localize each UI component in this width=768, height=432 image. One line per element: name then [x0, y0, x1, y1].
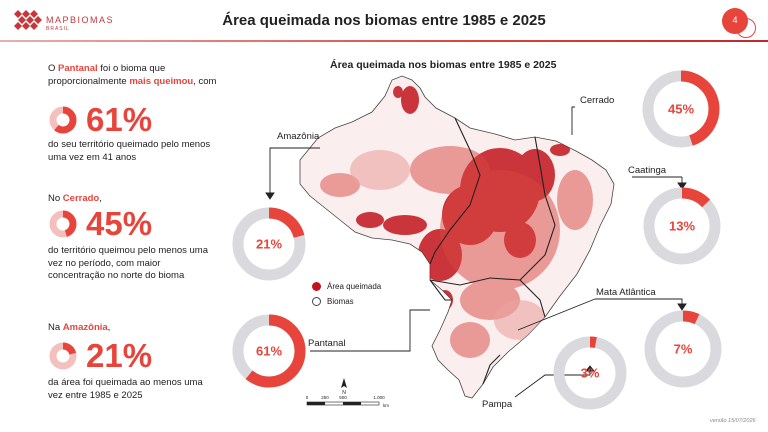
cerrado-intro-post: ,	[99, 193, 102, 204]
header-bar: MAPBIOMAS BRASIL Área queimada nos bioma…	[0, 0, 768, 44]
biome-label-cerrado: Cerrado	[580, 95, 615, 106]
amazonia-intro-pre: Na	[48, 322, 63, 333]
cerrado-biome-name: Cerrado	[62, 193, 100, 204]
map-legend: Área queimada Biomas	[312, 279, 381, 309]
pantanal-intro-post: , com	[193, 75, 217, 87]
cerrado-intro-pre: No	[48, 193, 63, 204]
donut-value-pantanal: 61%	[256, 344, 282, 359]
pantanal-stat: 61%	[48, 103, 152, 136]
biome-donuts: 21% 45% 13% 7% 61% 3%	[232, 70, 722, 410]
cerrado-stat: 45%	[48, 207, 152, 240]
burned-area-layer	[320, 86, 593, 358]
biome-label-pampa: Pampa	[482, 399, 513, 410]
logo-subtext: BRASIL	[46, 26, 70, 32]
amazonia-stat: 21%	[48, 339, 152, 372]
amazonia-desc: da área foi queimada ao menos uma vez en…	[48, 377, 203, 401]
cerrado-desc: do território queimou pelo menos uma vez…	[48, 245, 209, 281]
legend-biomes-label: Biomas	[327, 297, 354, 306]
donut-arc-mata-atlantica	[644, 310, 722, 388]
north-label: N	[342, 390, 346, 396]
cerrado-intro: No Cerrado,	[48, 193, 218, 206]
amazonia-intro-post: ,	[107, 322, 111, 333]
cerrado-stat-value: 45%	[86, 205, 153, 242]
scale-label-250: 250	[321, 395, 329, 400]
donut-value-mata-atlantica: 7%	[674, 342, 693, 357]
pantanal-intro: O Pantanal foi o bioma que proporcionalm…	[48, 63, 218, 88]
amazonia-biome-name: Amazônia	[62, 322, 108, 333]
donut-value-amazonia: 21%	[256, 237, 282, 252]
biome-label-mata-atlantica: Mata Atlântica	[596, 287, 656, 298]
north-arrow-icon	[341, 378, 347, 388]
legend-burned-label: Área queimada	[327, 282, 382, 291]
donut-arc-caatinga	[643, 187, 721, 265]
biome-label-pantanal: Pantanal	[308, 338, 346, 349]
pantanal-intro-pre: O	[48, 63, 59, 74]
donut-value-caatinga: 13%	[669, 219, 695, 234]
logo-text: MAPBIOMAS	[46, 15, 115, 25]
scale-bar	[306, 401, 380, 406]
pantanal-biome-name: Pantanal	[58, 63, 98, 74]
page-number: 4	[722, 8, 748, 34]
biome-label-caatinga: Caatinga	[628, 165, 667, 176]
scale-unit: km	[383, 403, 389, 408]
amazonia-stat-value: 21%	[86, 337, 153, 374]
scale-label-1000: 1.000	[373, 395, 385, 400]
page-title: Área queimada nos biomas entre 1985 e 20…	[222, 12, 546, 29]
donut-value-pampa: 3%	[581, 366, 600, 381]
map-title: Área queimada nos biomas entre 1985 e 20…	[330, 59, 557, 71]
pantanal-intro-emph: mais queimou	[129, 75, 194, 87]
donut-arc-cerrado	[642, 70, 720, 148]
donut-arc-pampa	[553, 336, 627, 410]
donut-arc-amazonia	[232, 207, 306, 281]
legend-item-burned: Área queimada	[312, 279, 381, 294]
callout-lines	[265, 106, 687, 398]
burned-swatch-icon	[312, 282, 321, 291]
header-divider	[0, 40, 768, 42]
pantanal-desc: do seu território queimado pelo menos um…	[48, 139, 211, 163]
mapbiomas-logo-icon	[14, 10, 42, 30]
pantanal-stat-value: 61%	[86, 101, 153, 138]
amazonia-intro: Na Amazônia,	[48, 322, 218, 335]
amazonia-mini-donut-icon	[49, 342, 77, 369]
biome-boundaries	[429, 117, 556, 385]
donut-arc-pantanal	[232, 314, 306, 388]
scale-label-0: 0	[306, 395, 309, 400]
donut-value-cerrado: 45%	[668, 102, 694, 117]
pantanal-intro-mid: foi o bioma que proporcionalmente	[48, 63, 166, 87]
version-note: versão 15/07/2026	[710, 418, 756, 424]
biome-swatch-icon	[312, 297, 321, 306]
cerrado-mini-donut-icon	[49, 210, 77, 237]
legend-item-biomes: Biomas	[312, 294, 381, 309]
biome-label-amazonia: Amazônia	[277, 131, 320, 142]
scale-label-500: 500	[339, 395, 347, 400]
pantanal-mini-donut-icon	[49, 106, 77, 133]
